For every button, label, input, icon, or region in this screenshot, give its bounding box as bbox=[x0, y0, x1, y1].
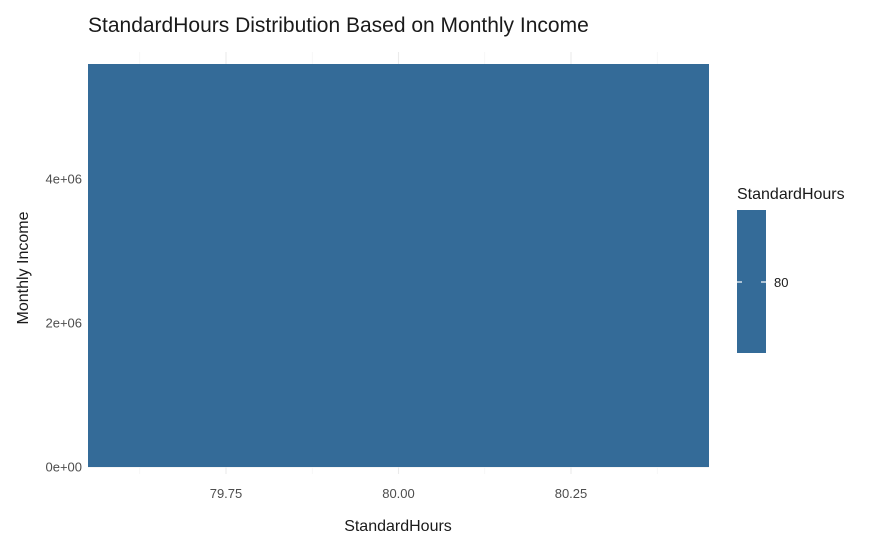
legend-title: StandardHours bbox=[737, 186, 845, 203]
y-axis-ticks: 0e+00 2e+06 4e+06 bbox=[45, 172, 82, 475]
y-tick-label: 4e+06 bbox=[45, 172, 82, 187]
x-tick-label: 80.00 bbox=[382, 486, 415, 501]
x-tick-label: 80.25 bbox=[555, 486, 588, 501]
legend: StandardHours 80 bbox=[737, 186, 845, 353]
x-axis-title: StandardHours bbox=[344, 518, 452, 535]
chart-title: StandardHours Distribution Based on Mont… bbox=[88, 14, 589, 37]
y-tick-label: 0e+00 bbox=[45, 460, 82, 475]
x-tick-label: 79.75 bbox=[210, 486, 243, 501]
x-axis-ticks: 79.75 80.00 80.25 bbox=[210, 486, 588, 501]
legend-label: 80 bbox=[774, 275, 788, 290]
y-axis-title: Monthly Income bbox=[15, 211, 32, 324]
y-tick-label: 2e+06 bbox=[45, 316, 82, 331]
bars-group bbox=[88, 64, 709, 467]
bar bbox=[88, 64, 709, 467]
